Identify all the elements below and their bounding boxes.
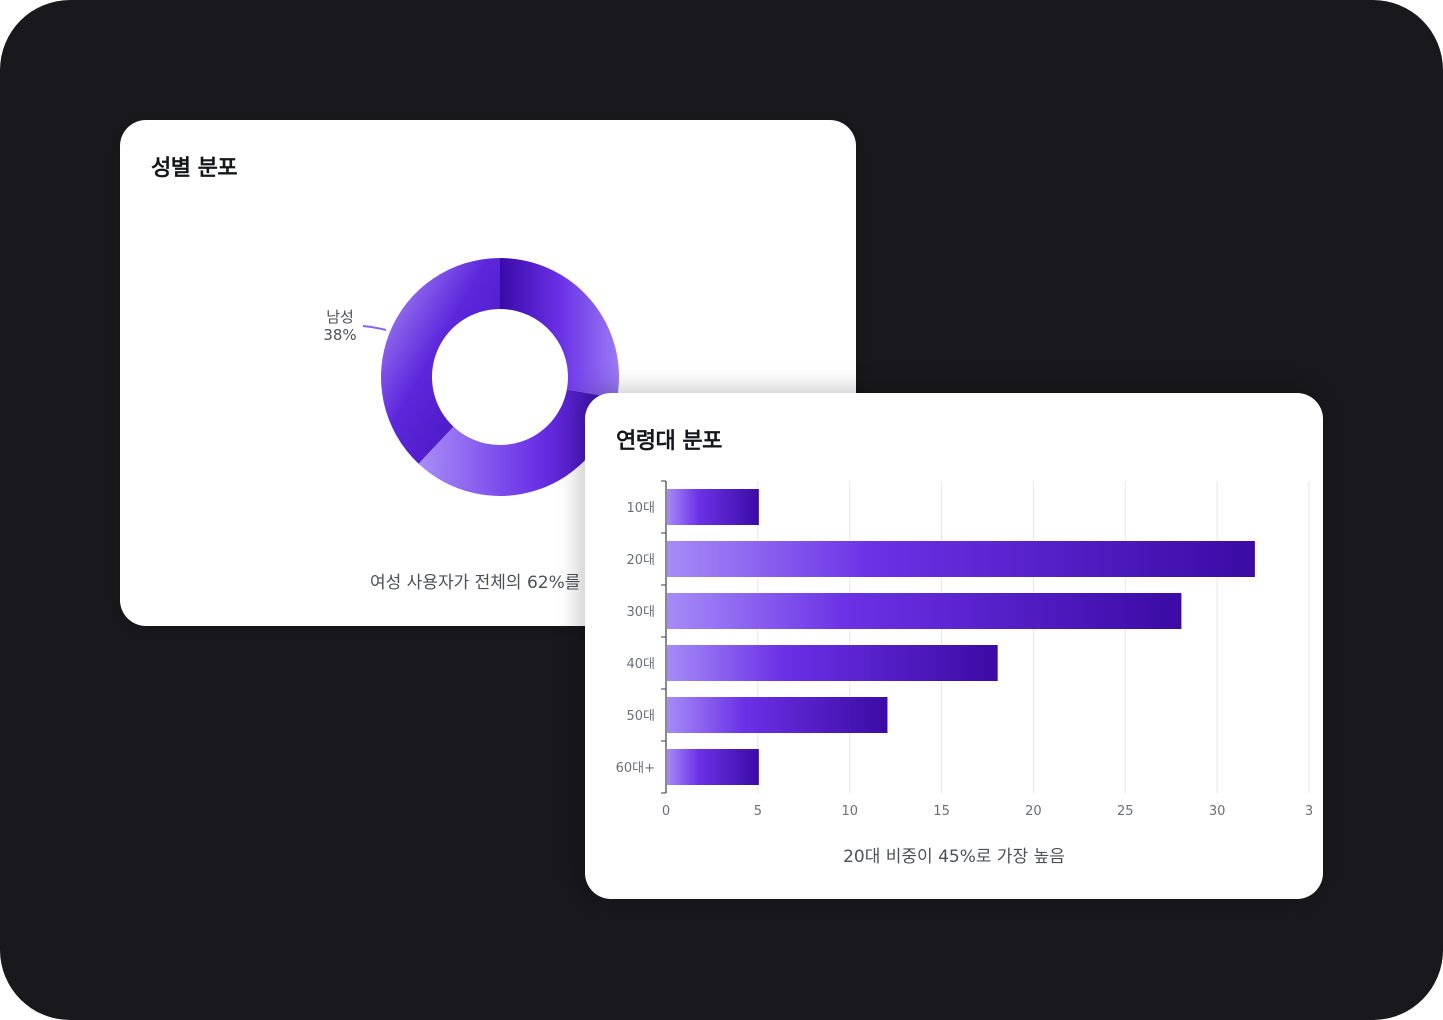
x-tick-label: 15	[933, 804, 950, 819]
male-label-name: 남성	[326, 308, 354, 326]
category-label: 20대	[626, 553, 655, 568]
donut-slice-female-lower	[418, 389, 618, 496]
donut-slice-female-upper	[500, 258, 619, 399]
gender-donut-chart	[362, 258, 619, 496]
x-tick-label: 30	[1209, 804, 1226, 819]
age-bar-chart: 10대 20대 30대 40대 50대 60대+ 0 5 10 15 20 25 30 3	[616, 480, 1313, 819]
age-caption: 20대 비중이 45%로 가장 높음	[843, 847, 1065, 867]
category-label: 60대+	[616, 761, 655, 776]
bar-40대	[667, 645, 998, 681]
category-label: 10대	[626, 501, 655, 516]
category-label: 30대	[626, 605, 655, 620]
category-label: 40대	[626, 657, 655, 672]
x-tick-label: 5	[754, 804, 762, 819]
male-label: 남성 38%	[316, 308, 364, 344]
gender-caption: 여성 사용자가 전체의 62%를	[370, 573, 581, 593]
donut-slice-male	[381, 258, 500, 464]
bar-10대	[667, 489, 759, 525]
bar-60대+	[667, 749, 759, 785]
male-label-percent: 38%	[323, 326, 357, 344]
age-distribution-card: 연령대 분포 10대 20대 30대 40대 50대 60대+ 0 5 10 15 20 25 30 3 …	[585, 393, 1323, 899]
x-tick-label: 3	[1305, 804, 1313, 819]
x-tick-label: 0	[662, 804, 670, 819]
category-label: 50대	[626, 709, 655, 724]
x-tick-label: 20	[1025, 804, 1042, 819]
gender-distribution-card: 성별 분포	[120, 120, 856, 626]
x-tick-label: 10	[841, 804, 858, 819]
male-label-leader-line	[362, 325, 387, 331]
age-card-title: 연령대 분포	[616, 429, 722, 454]
bar-30대	[667, 593, 1182, 629]
x-tick-label: 25	[1117, 804, 1134, 819]
bar-20대	[667, 541, 1255, 577]
bar-50대	[667, 697, 888, 733]
gender-card-title: 성별 분포	[151, 156, 238, 181]
